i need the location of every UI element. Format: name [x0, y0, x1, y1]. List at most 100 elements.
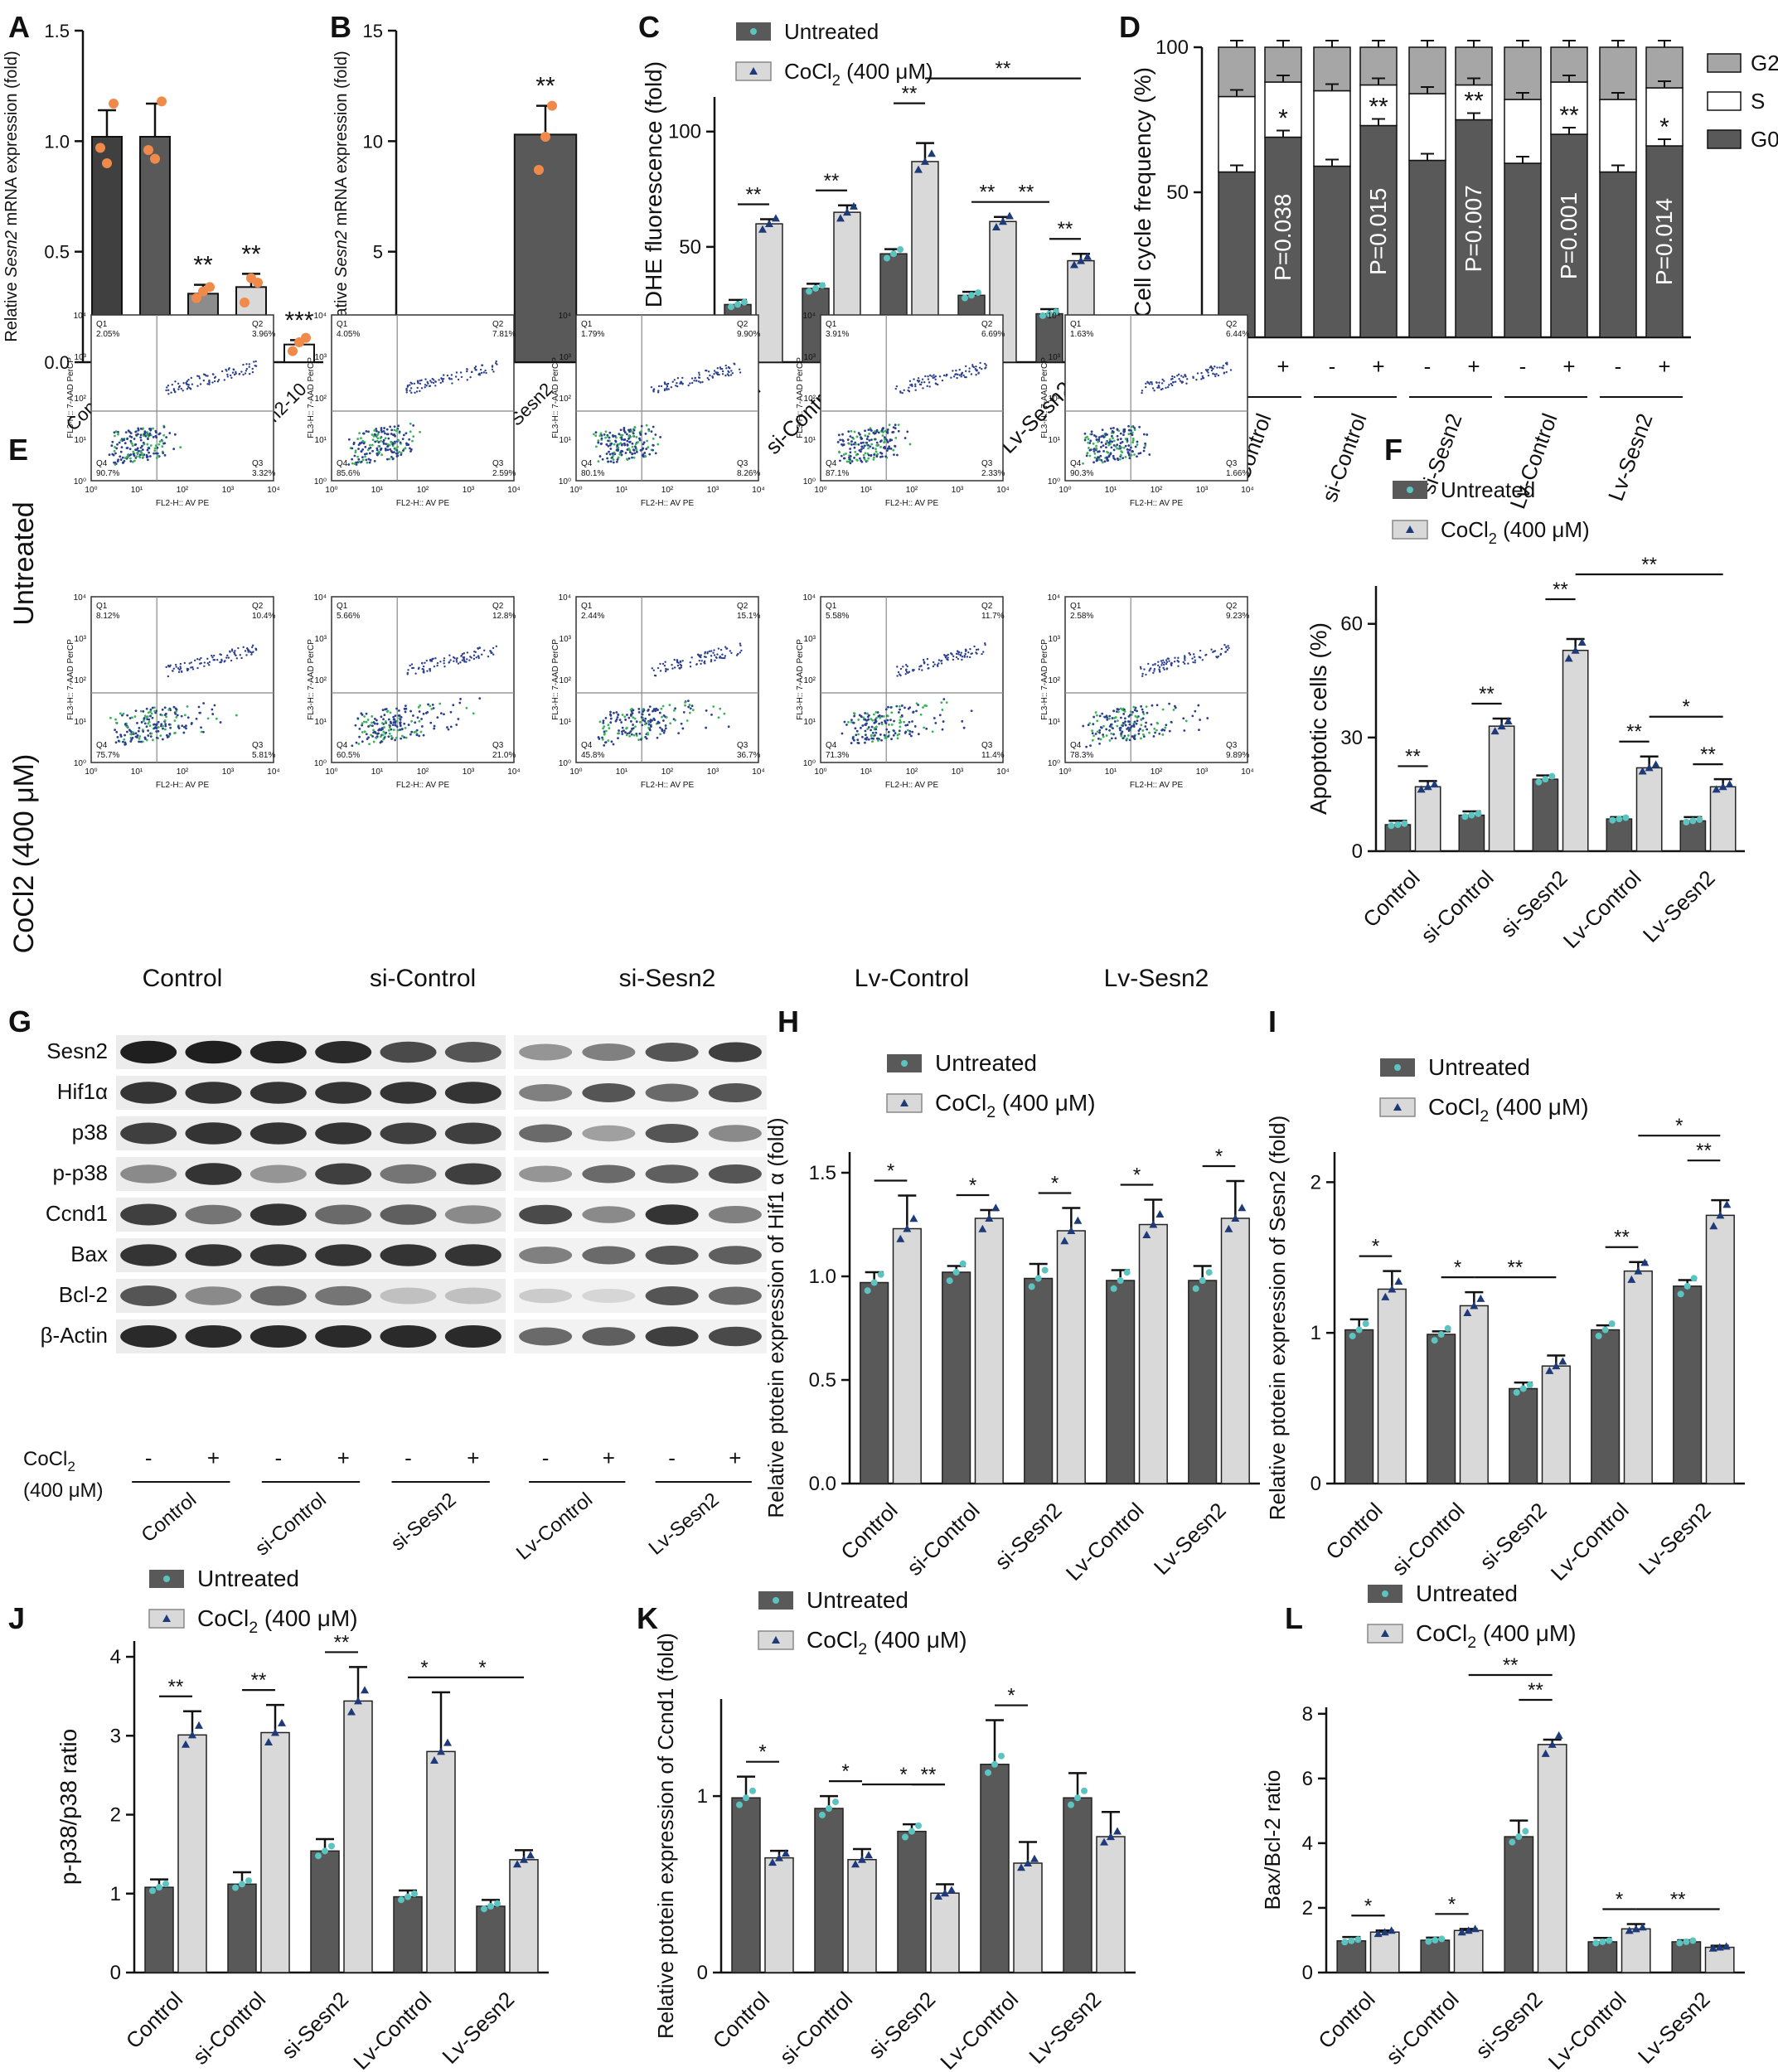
flow-event	[1092, 450, 1096, 453]
flow-event	[422, 668, 425, 670]
bar-untreated	[1427, 1334, 1456, 1484]
flow-event	[485, 371, 487, 375]
flow-event	[1129, 710, 1132, 714]
data-point-triangle	[1541, 1749, 1550, 1757]
flow-event	[200, 661, 202, 665]
flow-event	[657, 390, 660, 392]
flow-event	[1163, 668, 1165, 671]
flow-event	[208, 661, 211, 663]
y-tick-label: 2	[1310, 1171, 1321, 1193]
flow-event	[686, 719, 689, 722]
flow-event	[427, 382, 429, 385]
bar-cocl2	[1377, 1288, 1407, 1484]
flow-event	[1214, 373, 1216, 375]
flow-event	[855, 729, 859, 733]
data-point-triangle	[758, 225, 767, 233]
flow-event	[147, 447, 150, 450]
x-category-label: Lv-Control	[1543, 1987, 1631, 2072]
flow-event	[203, 665, 206, 667]
flow-event	[371, 449, 374, 453]
bar-cocl2	[974, 1218, 1004, 1484]
flow-event	[1222, 365, 1225, 367]
flow-event	[1210, 369, 1214, 372]
data-point-dot	[315, 1852, 322, 1860]
flow-plot: Q18.12%Q210.4%Q35.81%Q475.7%10⁰10⁰10¹10¹…	[66, 593, 280, 790]
quadrant-name: Q3	[1226, 741, 1238, 750]
flow-event	[439, 712, 443, 715]
flow-x-tick: 10⁴	[267, 767, 279, 777]
flow-event	[710, 713, 713, 716]
flow-event	[477, 373, 481, 375]
flow-event	[227, 656, 230, 659]
blot-strip	[116, 1035, 506, 1069]
flow-x-tick: 10¹	[616, 486, 628, 495]
flow-event	[131, 737, 134, 739]
bar-cocl2	[847, 1858, 877, 1973]
flow-event	[945, 654, 948, 657]
flow-event	[973, 645, 976, 648]
flow-event	[1154, 663, 1156, 666]
flow-event	[409, 709, 412, 713]
flow-event	[883, 440, 886, 443]
data-point-dot	[1683, 1938, 1690, 1945]
flow-event	[1128, 457, 1131, 460]
flow-event	[705, 709, 708, 712]
data-point-triangle	[771, 214, 780, 222]
flow-x-tick: 10²	[661, 486, 674, 495]
flow-event	[430, 708, 434, 710]
flow-event	[119, 438, 123, 442]
flow-event	[719, 648, 723, 651]
flow-event	[1109, 439, 1112, 443]
flow-event	[177, 382, 180, 385]
flow-y-axis-label: FL3-H:: 7-AAD PerCP	[66, 357, 75, 438]
flow-event	[148, 720, 151, 724]
flow-event	[226, 373, 229, 376]
data-point-triangle	[1640, 1258, 1650, 1266]
significance-label: **	[1641, 554, 1657, 576]
flow-event	[857, 443, 860, 446]
flow-event	[1131, 450, 1134, 453]
flow-scatter	[351, 645, 498, 748]
y-axis-title: Bax/Bcl-2 ratio	[1260, 1769, 1285, 1910]
flow-event	[726, 373, 729, 375]
flow-event	[363, 453, 366, 456]
blot-band	[120, 1040, 177, 1064]
significance-label: **	[1503, 1654, 1519, 1677]
flow-event	[623, 438, 626, 442]
flow-event	[864, 741, 866, 744]
flow-event	[407, 669, 409, 671]
flow-event	[1110, 446, 1113, 449]
quadrant-value: 15.1%	[737, 612, 760, 621]
flow-event	[687, 705, 690, 709]
flow-event	[706, 376, 709, 380]
flow-event	[915, 702, 918, 705]
flow-y-axis-label: FL3-H:: 7-AAD PerCP	[66, 639, 75, 720]
flow-event	[875, 716, 878, 719]
blot-band	[708, 1042, 762, 1063]
flow-event	[645, 424, 648, 427]
flow-event	[700, 662, 702, 666]
flow-event	[1107, 451, 1110, 454]
flow-event	[138, 735, 142, 738]
data-point-dot	[1548, 772, 1556, 780]
flow-event	[701, 380, 704, 384]
flow-event	[1100, 726, 1103, 729]
flow-event	[383, 714, 386, 717]
flow-event	[426, 670, 429, 672]
flow-event	[1119, 716, 1122, 719]
flow-event	[860, 442, 863, 444]
flow-event	[432, 381, 435, 385]
flow-event	[360, 712, 363, 715]
flow-event	[1184, 662, 1186, 665]
flow-event	[391, 724, 395, 727]
flow-event	[374, 440, 377, 443]
quadrant-value: 9.23%	[1226, 612, 1249, 621]
flow-event	[890, 711, 894, 714]
quadrant-name: Q3	[981, 741, 993, 750]
x-category-label: si-Control	[1316, 410, 1371, 506]
flow-scatter	[836, 361, 987, 465]
flow-y-tick: 10²	[1049, 676, 1061, 685]
flow-event	[125, 456, 128, 458]
flow-plot-frame	[1064, 596, 1248, 763]
